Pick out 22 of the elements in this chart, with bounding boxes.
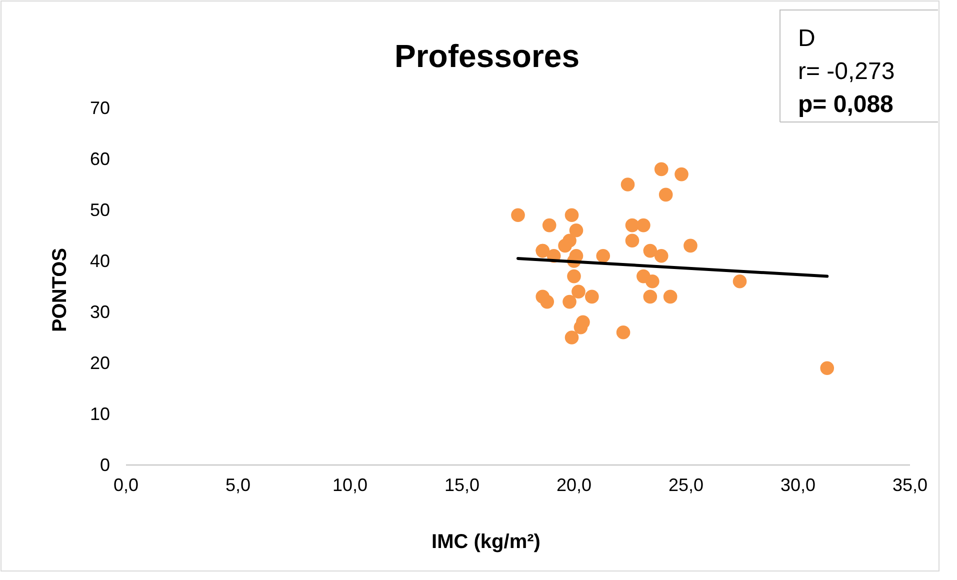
- x-tick-label: 15,0: [444, 475, 480, 495]
- text: D: [798, 25, 816, 52]
- x-tick-label: 35,0: [892, 475, 928, 495]
- y-axis-title: PONTOS: [49, 248, 71, 332]
- y-tick-label: 40: [90, 251, 110, 271]
- y-tick-label: 50: [90, 200, 110, 220]
- y-tick-label: 0: [100, 455, 110, 475]
- x-axis-title: IMC (kg/m²): [432, 531, 540, 553]
- y-tick-label: 20: [90, 353, 110, 373]
- y-tick-label: 10: [90, 404, 110, 424]
- chart-title: Professores: [394, 38, 580, 74]
- annotation: p= 0,088: [798, 91, 894, 118]
- y-tick-label: 30: [90, 302, 110, 322]
- x-tick-label: 0,0: [113, 475, 139, 495]
- x-tick-label: 10,0: [332, 475, 368, 495]
- x-tick-label: 5,0: [225, 475, 251, 495]
- x-tick-label: 25,0: [668, 475, 704, 495]
- text: r= -0,273: [798, 58, 895, 85]
- x-tick-label: 20,0: [556, 475, 592, 495]
- y-tick-label: 70: [90, 98, 110, 118]
- x-tick-label: 30,0: [780, 475, 816, 495]
- y-tick-label: 60: [90, 149, 110, 169]
